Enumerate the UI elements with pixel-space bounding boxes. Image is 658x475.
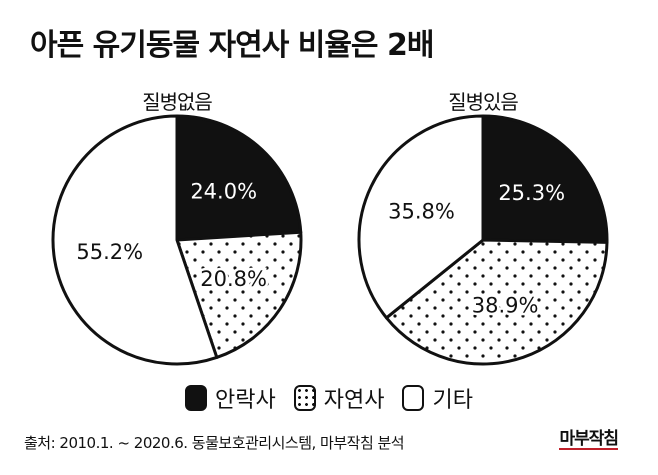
data-label-other: 35.8% <box>388 200 455 224</box>
pie-slice-other <box>357 114 485 320</box>
data-label-euthanasia: 24.0% <box>190 179 257 203</box>
data-label-euthanasia: 25.3% <box>498 181 565 205</box>
pie-slice-euthanasia <box>175 114 303 242</box>
legend-item-natural: 자연사 <box>293 382 385 414</box>
data-label-natural: 38.9% <box>472 294 539 318</box>
pie-title-no-disease: 질병없음 <box>142 90 213 114</box>
pie-slice-other <box>51 114 219 366</box>
chart-title: 아픈 유기동물 자연사 비율은 2배 <box>30 28 434 63</box>
pie-slice-euthanasia <box>481 114 609 244</box>
legend-label: 기타 <box>432 388 473 413</box>
logo: 마부작침 <box>559 429 619 450</box>
data-label-other: 55.2% <box>76 240 143 264</box>
data-label-natural: 20.8% <box>200 267 267 291</box>
pie-title-disease: 질병있음 <box>448 90 519 114</box>
legend: 안락사 자연사 기타 <box>0 382 658 414</box>
legend-label: 안락사 <box>215 388 276 413</box>
legend-item-other: 기타 <box>402 382 473 414</box>
legend-label: 자연사 <box>323 388 385 413</box>
legend-swatch-white <box>402 385 425 411</box>
pie-slice-natural <box>384 238 609 366</box>
source-note: 출처: 2010.1. ~ 2020.6. 동물보호관리시스템, 마부작침 분석 <box>24 434 405 452</box>
legend-swatch-black <box>185 385 208 411</box>
pie-slice-natural <box>175 230 303 359</box>
legend-item-euthanasia: 안락사 <box>185 382 276 414</box>
legend-swatch-dotted <box>293 385 316 411</box>
